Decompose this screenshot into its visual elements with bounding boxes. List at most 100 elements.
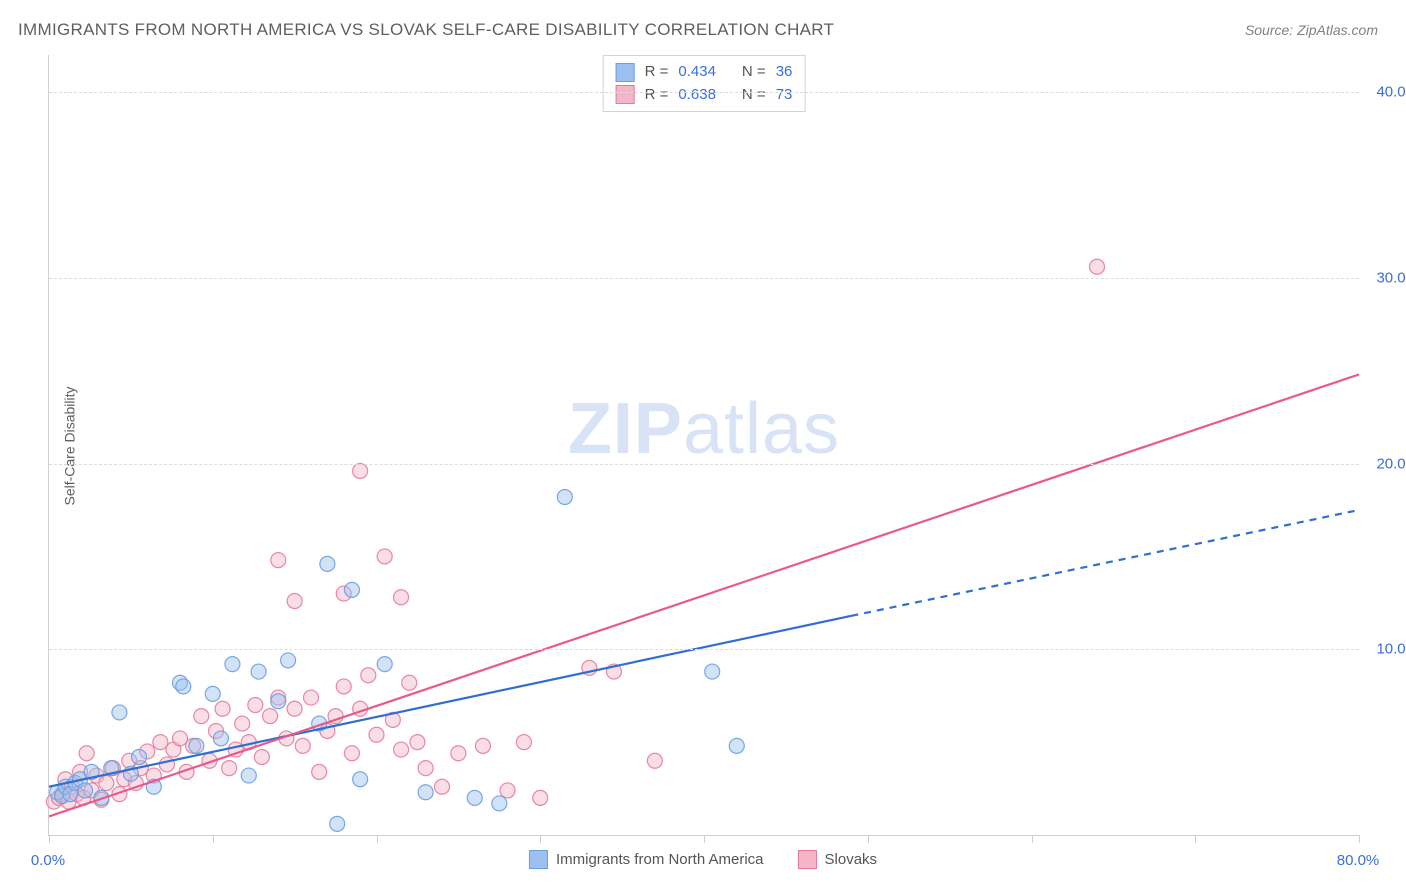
data-point — [394, 742, 409, 757]
plot-area: ZIPatlas R = 0.434 N = 36 R = 0.638 N = … — [48, 55, 1359, 836]
x-tick — [213, 835, 214, 843]
trend-line — [49, 616, 851, 787]
data-point — [271, 553, 286, 568]
r-label: R = — [645, 84, 669, 107]
x-tick — [49, 835, 50, 843]
x-tick — [540, 835, 541, 843]
data-point — [173, 731, 188, 746]
data-point — [287, 701, 302, 716]
data-point — [394, 590, 409, 605]
trend-line — [851, 510, 1359, 616]
data-point — [132, 750, 147, 765]
gridline — [49, 278, 1359, 279]
data-point — [225, 657, 240, 672]
source-name: ZipAtlas.com — [1297, 22, 1378, 38]
r-value-slovaks: 0.638 — [678, 84, 716, 107]
data-point — [295, 738, 310, 753]
data-point — [451, 746, 466, 761]
data-point — [377, 549, 392, 564]
gridline — [49, 649, 1359, 650]
y-tick-label: 30.0% — [1364, 269, 1406, 286]
data-point — [647, 753, 662, 768]
legend-series: Immigrants from North America Slovaks — [529, 850, 877, 869]
data-point — [500, 783, 515, 798]
legend-label-slovaks: Slovaks — [825, 851, 878, 868]
chart-title: IMMIGRANTS FROM NORTH AMERICA VS SLOVAK … — [18, 20, 834, 40]
data-point — [153, 735, 168, 750]
data-point — [369, 727, 384, 742]
x-tick-label-min: 0.0% — [31, 852, 65, 869]
legend-stats: R = 0.434 N = 36 R = 0.638 N = 73 — [603, 55, 806, 112]
legend-item-slovaks: Slovaks — [798, 850, 878, 869]
data-point — [492, 796, 507, 811]
data-point — [248, 698, 263, 713]
data-point — [330, 816, 345, 831]
x-tick — [704, 835, 705, 843]
x-tick-label-max: 80.0% — [1337, 852, 1380, 869]
data-point — [467, 790, 482, 805]
data-point — [353, 772, 368, 787]
data-point — [99, 776, 114, 791]
data-point — [112, 705, 127, 720]
data-point — [222, 761, 237, 776]
y-tick-label: 20.0% — [1364, 455, 1406, 472]
swatch-slovaks — [616, 85, 635, 104]
n-value-immigrants: 36 — [776, 61, 793, 84]
gridline — [49, 92, 1359, 93]
y-tick-label: 10.0% — [1364, 641, 1406, 658]
data-point — [263, 709, 278, 724]
data-point — [205, 686, 220, 701]
swatch-slovaks-bottom — [798, 850, 817, 869]
data-point — [361, 668, 376, 683]
x-tick — [377, 835, 378, 843]
data-point — [312, 764, 327, 779]
r-label: R = — [645, 61, 669, 84]
plot-svg — [49, 55, 1359, 835]
data-point — [79, 746, 94, 761]
data-point — [320, 556, 335, 571]
data-point — [557, 490, 572, 505]
swatch-immigrants — [616, 63, 635, 82]
data-point — [705, 664, 720, 679]
data-point — [344, 746, 359, 761]
data-point — [287, 594, 302, 609]
data-point — [418, 785, 433, 800]
x-tick — [1359, 835, 1360, 843]
data-point — [418, 761, 433, 776]
data-point — [241, 768, 256, 783]
data-point — [254, 750, 269, 765]
x-tick — [868, 835, 869, 843]
n-label: N = — [742, 61, 766, 84]
data-point — [176, 679, 191, 694]
legend-item-immigrants: Immigrants from North America — [529, 850, 764, 869]
data-point — [215, 701, 230, 716]
data-point — [235, 716, 250, 731]
data-point — [271, 694, 286, 709]
data-point — [344, 582, 359, 597]
data-point — [78, 783, 93, 798]
data-point — [159, 757, 174, 772]
trend-line — [49, 374, 1359, 816]
data-point — [729, 738, 744, 753]
legend-row-slovaks: R = 0.638 N = 73 — [616, 84, 793, 107]
gridline — [49, 464, 1359, 465]
data-point — [516, 735, 531, 750]
x-tick — [1032, 835, 1033, 843]
data-point — [194, 709, 209, 724]
y-tick-label: 40.0% — [1364, 84, 1406, 101]
data-point — [281, 653, 296, 668]
source-attribution: Source: ZipAtlas.com — [1245, 22, 1378, 38]
legend-label-immigrants: Immigrants from North America — [556, 851, 764, 868]
data-point — [336, 679, 351, 694]
data-point — [189, 738, 204, 753]
data-point — [533, 790, 548, 805]
data-point — [475, 738, 490, 753]
data-point — [410, 735, 425, 750]
legend-row-immigrants: R = 0.434 N = 36 — [616, 61, 793, 84]
source-prefix: Source: — [1245, 22, 1297, 38]
data-point — [1090, 259, 1105, 274]
data-point — [435, 779, 450, 794]
n-label: N = — [742, 84, 766, 107]
data-point — [251, 664, 266, 679]
swatch-immigrants-bottom — [529, 850, 548, 869]
